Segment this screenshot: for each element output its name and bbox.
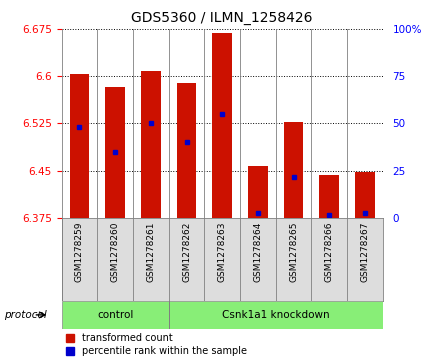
Bar	[248, 166, 268, 218]
Bar	[70, 74, 89, 218]
Bar	[169, 301, 383, 329]
Bar	[105, 87, 125, 218]
Bar	[284, 122, 304, 218]
Text: GSM1278265: GSM1278265	[289, 222, 298, 282]
Text: protocol: protocol	[4, 310, 47, 320]
Bar	[141, 71, 161, 218]
Text: GSM1278263: GSM1278263	[218, 222, 227, 282]
Bar	[319, 175, 339, 218]
Text: GSM1278262: GSM1278262	[182, 222, 191, 282]
Bar	[213, 33, 232, 218]
Legend: transformed count, percentile rank within the sample: transformed count, percentile rank withi…	[66, 333, 247, 356]
Text: control: control	[97, 310, 133, 320]
Title: GDS5360 / ILMN_1258426: GDS5360 / ILMN_1258426	[132, 11, 313, 25]
Text: GSM1278260: GSM1278260	[110, 222, 120, 282]
Text: GSM1278267: GSM1278267	[360, 222, 370, 282]
Bar	[62, 301, 169, 329]
Bar	[355, 172, 375, 218]
Text: GSM1278264: GSM1278264	[253, 222, 262, 282]
Bar	[177, 82, 196, 218]
Text: GSM1278261: GSM1278261	[147, 222, 155, 282]
Text: GSM1278266: GSM1278266	[325, 222, 334, 282]
Text: Csnk1a1 knockdown: Csnk1a1 knockdown	[222, 310, 330, 320]
Text: GSM1278259: GSM1278259	[75, 222, 84, 282]
